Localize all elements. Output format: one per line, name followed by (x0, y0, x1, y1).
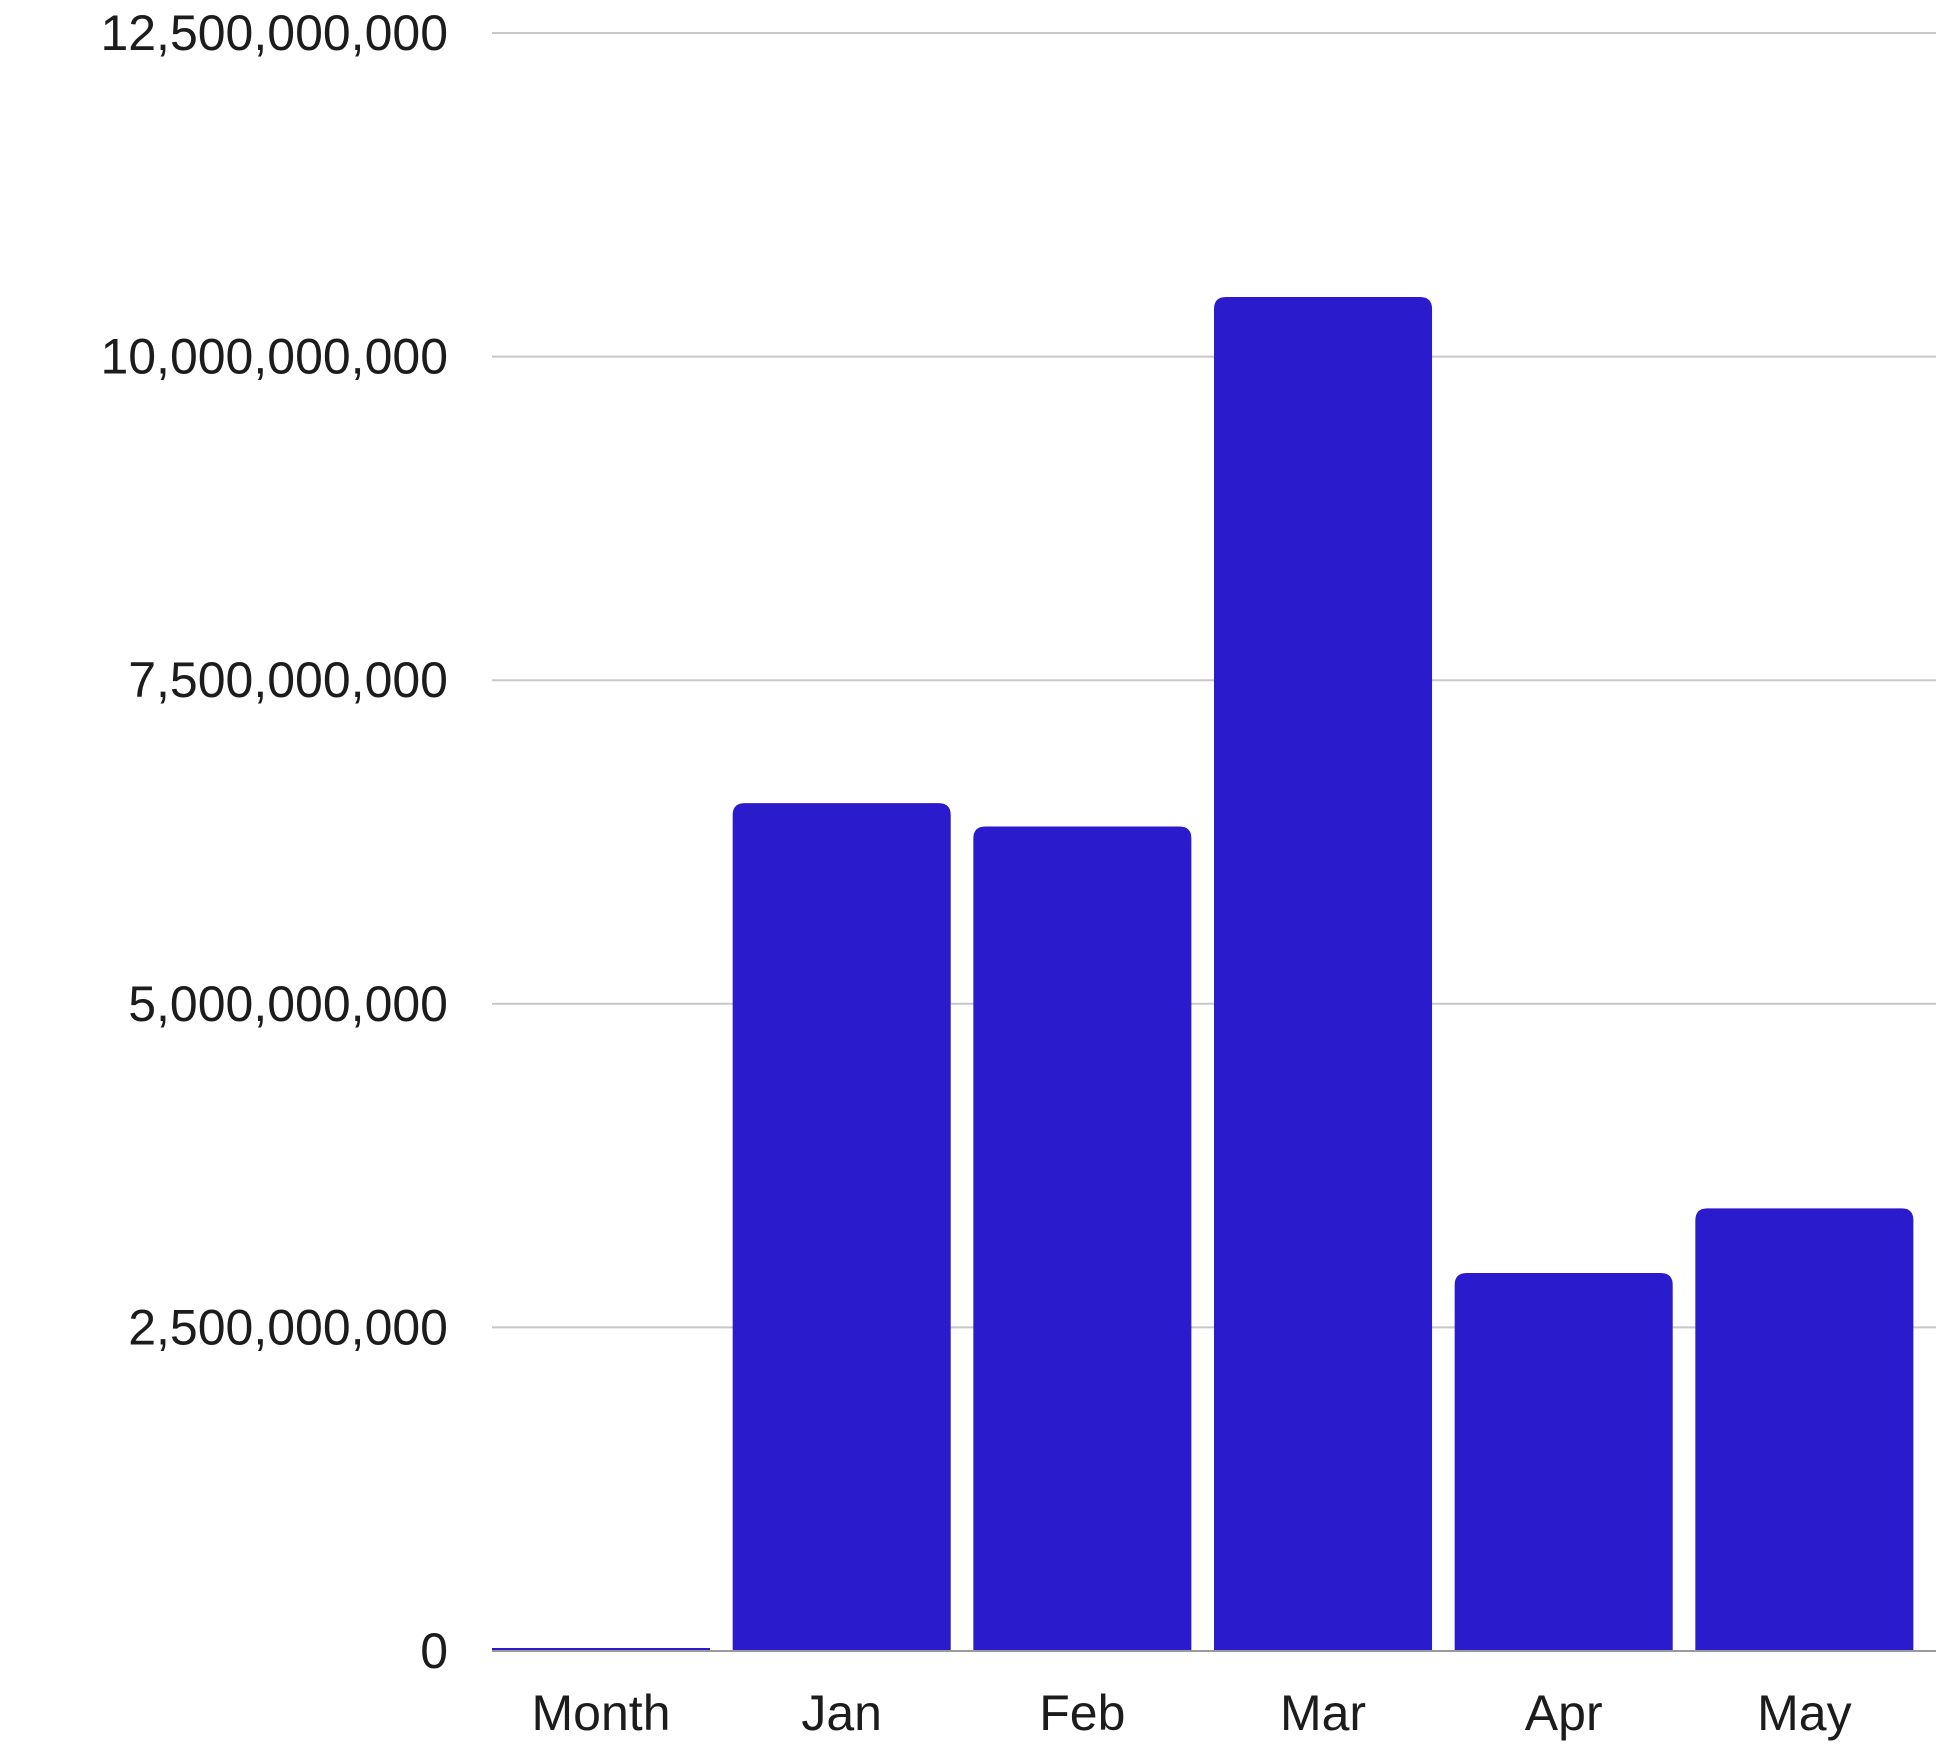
bar-jan (732, 803, 951, 1651)
y-axis-ticks: 0 2,500,000,000 5,000,000,000 7,500,000,000… (100, 5, 448, 1679)
y-tick-label: 10,000,000,000 (100, 329, 448, 385)
x-tick-label: Feb (1039, 1685, 1125, 1741)
bar-mar (1214, 297, 1433, 1651)
bar-apr (1454, 1273, 1673, 1651)
y-tick-label: 7,500,000,000 (128, 652, 448, 708)
bar-may (1695, 1208, 1914, 1651)
y-tick-label: 2,500,000,000 (128, 1299, 448, 1355)
bar-feb (973, 826, 1192, 1651)
x-tick-label: Jan (801, 1685, 882, 1741)
y-tick-label: 12,500,000,000 (100, 5, 448, 61)
x-tick-label: Mar (1280, 1685, 1366, 1741)
x-tick-label: Month (532, 1685, 671, 1741)
y-tick-label: 0 (420, 1623, 448, 1679)
x-tick-label: May (1757, 1685, 1851, 1741)
x-tick-label: Apr (1525, 1685, 1603, 1741)
bar-month (492, 1648, 711, 1651)
bars (492, 297, 1936, 1652)
x-axis-ticks: Month Jan Feb Mar Apr May (532, 1685, 1852, 1741)
y-tick-label: 5,000,000,000 (128, 976, 448, 1032)
